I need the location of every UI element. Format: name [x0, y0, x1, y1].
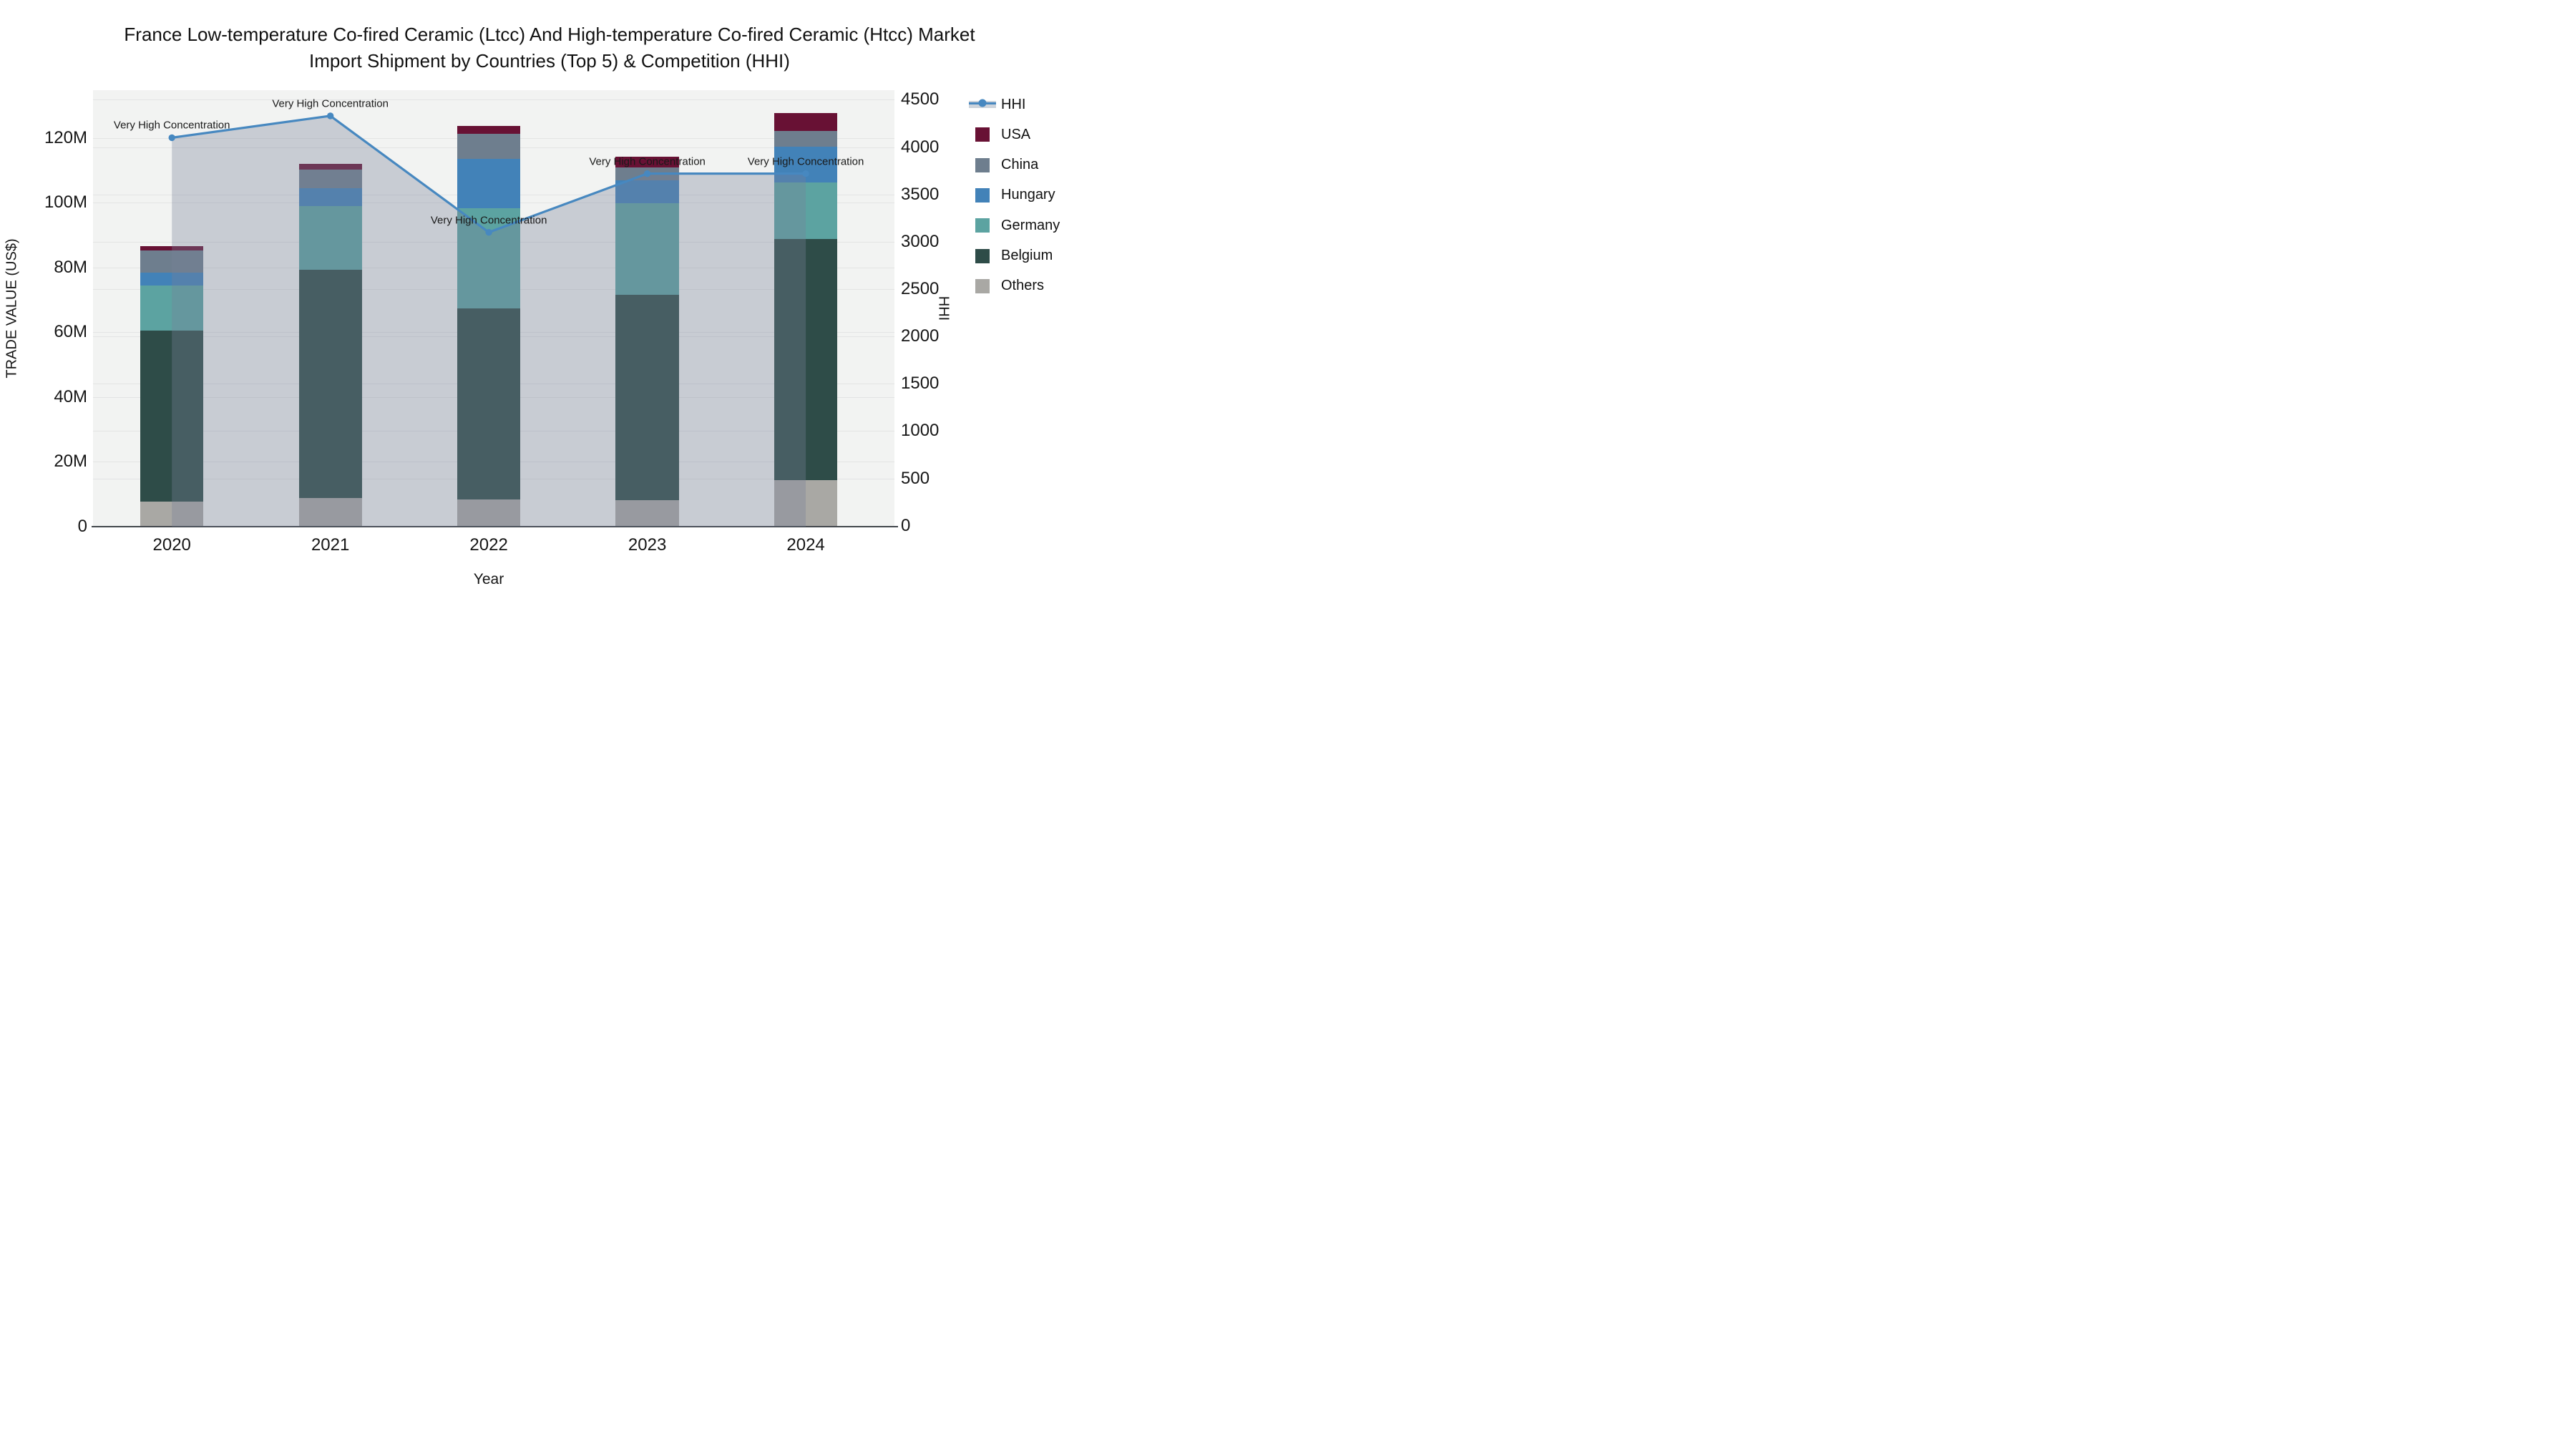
bar-2023-germany[interactable]	[615, 203, 679, 295]
legend-item-hungary[interactable]: Hungary	[969, 185, 1055, 206]
legend-item-germany[interactable]: Germany	[969, 215, 1060, 236]
legend-item-hhi[interactable]: HHI	[969, 94, 1025, 115]
legend-item-usa[interactable]: USA	[969, 124, 1030, 145]
bar-2021-others[interactable]	[298, 497, 362, 527]
annotation-2020: Very High Concentration	[113, 119, 230, 132]
bar-2022-usa[interactable]	[457, 126, 521, 134]
bar-2024-usa[interactable]	[774, 113, 838, 132]
annotation-2022: Very High Concentration	[430, 214, 547, 227]
legend-swatch-usa	[975, 127, 990, 142]
bar-2020-usa[interactable]	[140, 245, 204, 250]
x-tick-2023: 2023	[628, 535, 667, 555]
legend-label: Hungary	[1001, 187, 1055, 203]
legend-label: China	[1001, 157, 1039, 173]
bar-2021-china[interactable]	[298, 170, 362, 189]
bar-2021-germany[interactable]	[298, 205, 362, 270]
y-tick-80M: 80M	[54, 257, 87, 277]
legend-label: Germany	[1001, 217, 1060, 233]
bar-2022-hungary[interactable]	[457, 159, 521, 208]
y2-tick-1500: 1500	[901, 374, 940, 394]
x-tick-2024: 2024	[786, 535, 825, 555]
legend-item-belgium[interactable]: Belgium	[969, 245, 1053, 267]
y2-tick-0: 0	[901, 515, 911, 535]
bar-2023-belgium[interactable]	[615, 294, 679, 500]
y2-tick-500: 500	[901, 468, 930, 488]
y2-tick-1000: 1000	[901, 421, 940, 441]
y2-tick-4000: 4000	[901, 137, 940, 157]
annotation-2024: Very High Concentration	[747, 155, 864, 168]
bar-2021-hungary[interactable]	[298, 188, 362, 206]
chart-title-line1: France Low-temperature Co-fired Ceramic …	[124, 24, 975, 45]
bar-2022-belgium[interactable]	[457, 308, 521, 500]
bar-2024-others[interactable]	[774, 479, 838, 527]
y-tick-60M: 60M	[54, 322, 87, 342]
y-tick-40M: 40M	[54, 386, 87, 406]
y-tick-0: 0	[77, 517, 87, 536]
x-tick-2022: 2022	[469, 535, 508, 555]
x-tick-2021: 2021	[311, 535, 350, 555]
y-axis-right-title: HHI	[935, 296, 952, 321]
y-tick-120M: 120M	[44, 127, 87, 147]
legend-swatch-germany	[975, 218, 990, 233]
y2-tick-2500: 2500	[901, 279, 940, 299]
bar-2024-china[interactable]	[774, 131, 838, 147]
legend-swatch-hungary	[975, 187, 990, 203]
chart-title-line2: Import Shipment by Countries (Top 5) & C…	[309, 50, 790, 72]
annotation-2023: Very High Concentration	[589, 155, 706, 168]
legend-label: HHI	[1001, 96, 1026, 112]
x-tick-2020: 2020	[152, 535, 191, 555]
x-axis-line	[92, 525, 898, 528]
bar-2020-germany[interactable]	[140, 285, 204, 331]
y-axis-left-title: TRADE VALUE (US$)	[4, 238, 20, 379]
x-axis-title: Year	[473, 571, 504, 587]
y-tick-20M: 20M	[54, 452, 87, 472]
bar-2021-belgium[interactable]	[298, 269, 362, 498]
chart-canvas: France Low-temperature Co-fired Ceramic …	[0, 0, 1099, 618]
bar-2024-germany[interactable]	[774, 182, 838, 239]
legend-label: Belgium	[1001, 248, 1053, 263]
legend-swatch-others	[975, 278, 990, 293]
bar-2021-usa[interactable]	[298, 164, 362, 170]
bar-2022-china[interactable]	[457, 133, 521, 160]
bar-2023-others[interactable]	[615, 499, 679, 527]
bar-2024-belgium[interactable]	[774, 239, 838, 480]
legend-item-china[interactable]: China	[969, 155, 1038, 176]
bar-2020-belgium[interactable]	[140, 330, 204, 502]
legend-hhi-line-swatch	[969, 99, 996, 108]
chart-title: France Low-temperature Co-fired Ceramic …	[0, 21, 1099, 74]
legend-swatch-china	[975, 157, 990, 172]
annotation-2021: Very High Concentration	[272, 97, 389, 110]
legend-label: USA	[1001, 126, 1031, 142]
y2-tick-2000: 2000	[901, 326, 940, 346]
gridline-right	[93, 99, 894, 101]
bar-2022-others[interactable]	[457, 499, 521, 527]
y-tick-100M: 100M	[44, 192, 87, 213]
y2-tick-3500: 3500	[901, 184, 940, 204]
y2-tick-3000: 3000	[901, 231, 940, 251]
bar-2023-hungary[interactable]	[615, 180, 679, 203]
y2-tick-4500: 4500	[901, 89, 940, 109]
legend-item-others[interactable]: Others	[969, 275, 1044, 297]
bar-2020-china[interactable]	[140, 250, 204, 273]
bar-2023-china[interactable]	[615, 167, 679, 180]
legend-label: Others	[1001, 278, 1045, 294]
bar-2020-hungary[interactable]	[140, 273, 204, 286]
legend-swatch-belgium	[975, 248, 990, 263]
bar-2020-others[interactable]	[140, 502, 204, 527]
